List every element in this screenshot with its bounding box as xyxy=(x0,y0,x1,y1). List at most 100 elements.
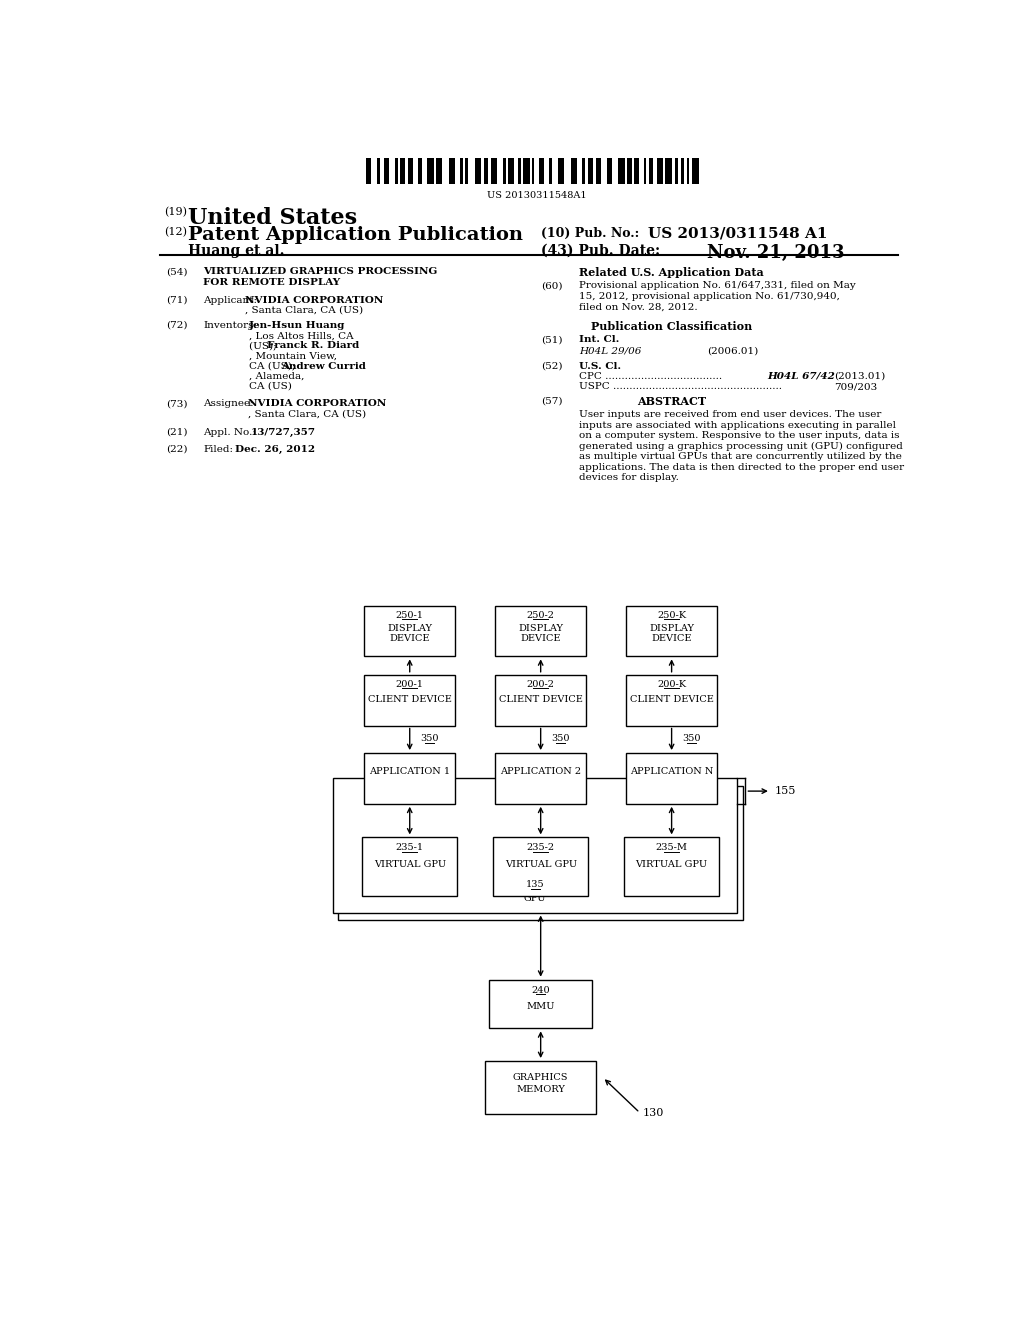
Bar xyxy=(558,158,564,183)
Text: DEVICE: DEVICE xyxy=(389,634,430,643)
Text: DISPLAY: DISPLAY xyxy=(387,624,432,632)
Text: NVIDIA CORPORATION: NVIDIA CORPORATION xyxy=(246,296,384,305)
Text: MMU: MMU xyxy=(526,1002,555,1011)
Bar xyxy=(365,606,456,656)
Text: (73): (73) xyxy=(166,399,187,408)
Text: 235-1: 235-1 xyxy=(395,843,424,853)
Bar xyxy=(475,158,481,183)
Bar xyxy=(582,158,585,183)
Bar xyxy=(618,158,625,183)
Text: GRAPHICS: GRAPHICS xyxy=(513,1073,568,1082)
Text: Publication Classification: Publication Classification xyxy=(591,321,753,333)
Text: DISPLAY: DISPLAY xyxy=(649,624,694,632)
Bar xyxy=(427,158,433,183)
Text: (22): (22) xyxy=(166,445,187,454)
Text: APPLICATION N: APPLICATION N xyxy=(630,767,714,776)
Bar xyxy=(539,158,544,183)
Text: , Santa Clara, CA (US): , Santa Clara, CA (US) xyxy=(246,306,364,314)
Text: Jen-Hsun Huang: Jen-Hsun Huang xyxy=(249,321,345,330)
Text: Dec. 26, 2012: Dec. 26, 2012 xyxy=(236,445,315,454)
Text: ABSTRACT: ABSTRACT xyxy=(637,396,707,408)
Bar xyxy=(504,158,506,183)
Text: (54): (54) xyxy=(166,267,187,276)
Bar xyxy=(460,158,463,183)
Text: 200-1: 200-1 xyxy=(395,680,424,689)
Text: H04L 29/06: H04L 29/06 xyxy=(579,346,641,355)
Bar xyxy=(365,752,456,804)
Text: Appl. No.:: Appl. No.: xyxy=(204,428,256,437)
Text: Huang et al.: Huang et al. xyxy=(187,244,284,257)
Text: 155: 155 xyxy=(775,787,796,796)
Bar xyxy=(418,158,423,183)
Text: (52): (52) xyxy=(541,362,562,371)
Text: VIRTUAL GPU: VIRTUAL GPU xyxy=(374,859,445,869)
Text: Provisional application No. 61/647,331, filed on May
15, 2012, provisional appli: Provisional application No. 61/647,331, … xyxy=(579,281,855,312)
Text: (19): (19) xyxy=(164,207,186,218)
Bar xyxy=(365,675,456,726)
Text: CLIENT DEVICE: CLIENT DEVICE xyxy=(368,696,452,704)
Bar xyxy=(490,158,497,183)
Text: (2013.01): (2013.01) xyxy=(835,372,886,381)
Bar xyxy=(409,158,413,183)
Text: (21): (21) xyxy=(166,428,187,437)
Text: NVIDIA CORPORATION: NVIDIA CORPORATION xyxy=(248,399,386,408)
Text: Assignee:: Assignee: xyxy=(204,399,254,408)
Bar xyxy=(687,158,689,183)
Text: DEVICE: DEVICE xyxy=(520,634,561,643)
Text: 13/727,357: 13/727,357 xyxy=(251,428,316,437)
Bar xyxy=(518,158,521,183)
Bar xyxy=(436,158,442,183)
Bar xyxy=(627,158,632,183)
Text: Filed:: Filed: xyxy=(204,445,233,454)
Text: 200-K: 200-K xyxy=(657,680,686,689)
Bar xyxy=(570,158,578,183)
Text: Applicant:: Applicant: xyxy=(204,296,257,305)
Text: Inventors:: Inventors: xyxy=(204,321,257,330)
Bar xyxy=(626,606,717,656)
Bar xyxy=(624,837,719,896)
Bar xyxy=(644,158,646,183)
Text: 250-1: 250-1 xyxy=(395,611,424,619)
Text: 350: 350 xyxy=(682,734,700,743)
Bar xyxy=(377,158,380,183)
Text: Related U.S. Application Data: Related U.S. Application Data xyxy=(580,267,764,279)
Text: , Los Altos Hills, CA: , Los Altos Hills, CA xyxy=(249,331,353,341)
Bar xyxy=(508,158,514,183)
Text: , Mountain View,: , Mountain View, xyxy=(249,351,337,360)
Text: CA (US): CA (US) xyxy=(249,381,292,391)
Text: VIRTUALIZED GRAPHICS PROCESSING: VIRTUALIZED GRAPHICS PROCESSING xyxy=(204,267,438,276)
Bar xyxy=(362,837,458,896)
Bar xyxy=(495,675,587,726)
Bar xyxy=(494,837,589,896)
Text: 250-2: 250-2 xyxy=(526,611,555,619)
Text: (60): (60) xyxy=(541,281,562,290)
Bar xyxy=(607,158,612,183)
Bar xyxy=(400,158,404,183)
Text: 200-2: 200-2 xyxy=(526,680,555,689)
Text: User inputs are received from end user devices. The user
inputs are associated w: User inputs are received from end user d… xyxy=(579,411,904,482)
Text: FOR REMOTE DISPLAY: FOR REMOTE DISPLAY xyxy=(204,279,341,288)
Bar xyxy=(549,158,552,183)
Text: (72): (72) xyxy=(166,321,187,330)
Text: 240: 240 xyxy=(531,986,550,995)
Text: APPLICATION 2: APPLICATION 2 xyxy=(500,767,582,776)
Bar xyxy=(495,752,587,804)
Text: U.S. Cl.: U.S. Cl. xyxy=(579,362,621,371)
Text: US 2013/0311548 A1: US 2013/0311548 A1 xyxy=(648,227,827,240)
Bar xyxy=(626,752,717,804)
Bar xyxy=(367,158,371,183)
Bar xyxy=(333,779,737,912)
Bar xyxy=(485,1061,596,1114)
Bar xyxy=(681,158,684,183)
Text: DEVICE: DEVICE xyxy=(651,634,692,643)
Bar xyxy=(384,158,389,183)
Text: (12): (12) xyxy=(164,227,186,236)
Text: (US);: (US); xyxy=(249,342,280,350)
Bar xyxy=(465,158,468,183)
Text: DISPLAY: DISPLAY xyxy=(518,624,563,632)
Text: MEMORY: MEMORY xyxy=(516,1085,565,1094)
Text: CA (US);: CA (US); xyxy=(249,362,298,371)
Text: CLIENT DEVICE: CLIENT DEVICE xyxy=(499,696,583,704)
Text: VIRTUAL GPU: VIRTUAL GPU xyxy=(505,859,577,869)
Text: Franck R. Diard: Franck R. Diard xyxy=(267,342,359,350)
